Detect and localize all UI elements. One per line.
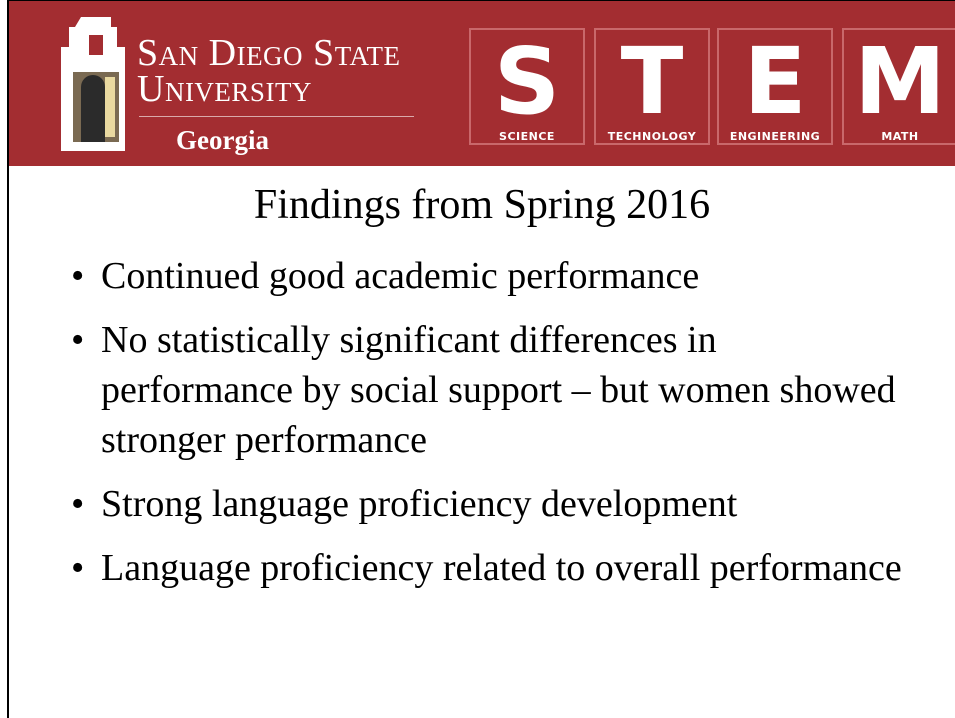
bullet-item: No statistically significant differences… (71, 315, 911, 465)
stem-box: T TECHNOLOGY (594, 28, 710, 145)
campus-name: Georgia (176, 125, 269, 155)
bullet-list: Continued good academic performance No st… (69, 251, 911, 607)
divider (139, 116, 414, 117)
stem-letter: S (493, 28, 561, 135)
university-name: San Diego State (137, 32, 401, 74)
bullet-item: Continued good academic performance (71, 251, 911, 301)
stem-letter: E (743, 28, 807, 135)
header-band: San Diego State University Georgia S SCIE… (9, 1, 955, 166)
bullet-item: Language proficiency related to overall … (71, 543, 911, 593)
stem-letter: T (620, 28, 684, 135)
stem-box: S SCIENCE (469, 28, 585, 145)
bullet-item: Strong language proficiency development (71, 479, 911, 529)
stem-box: M MATH (842, 28, 955, 145)
stem-letter: M (854, 28, 946, 135)
slide: San Diego State University Georgia S SCIE… (7, 0, 955, 718)
stem-label: TECHNOLOGY (607, 130, 697, 143)
university-name: University (137, 68, 312, 110)
stem-label: SCIENCE (499, 130, 555, 143)
slide-title: Findings from Spring 2016 (253, 182, 711, 228)
stem-label: MATH (881, 130, 919, 143)
logo-icon (61, 17, 125, 151)
stem-box: E ENGINEERING (717, 28, 833, 145)
stem-label: ENGINEERING (729, 130, 821, 143)
